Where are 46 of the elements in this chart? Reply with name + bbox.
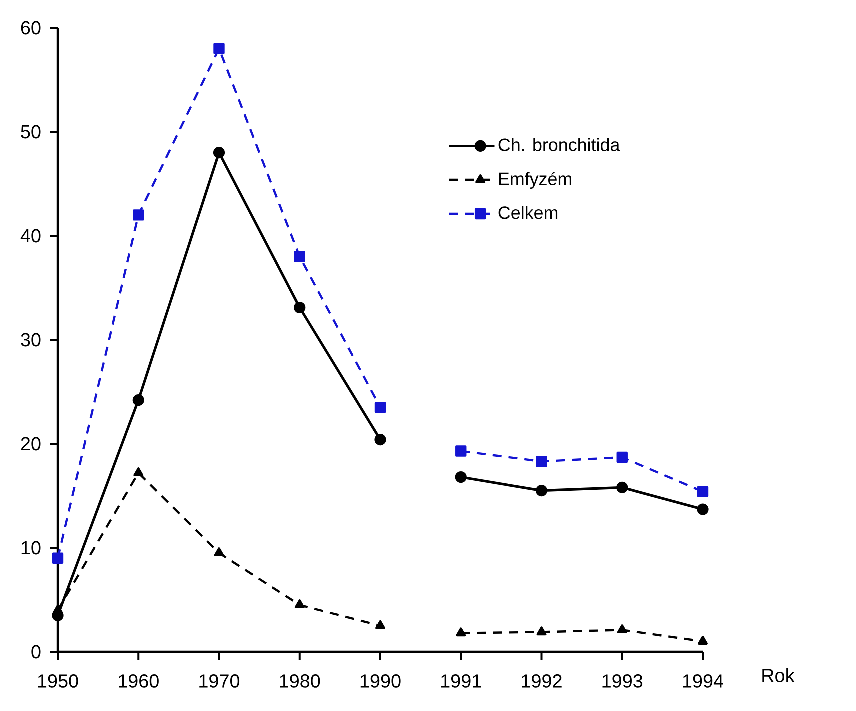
x-tick-label: 1993 [602, 674, 643, 688]
point [374, 402, 386, 414]
point [133, 210, 144, 221]
point [376, 620, 386, 630]
point [697, 504, 709, 516]
point [536, 626, 547, 636]
point [374, 434, 386, 446]
point [53, 604, 63, 614]
point [214, 43, 225, 54]
point [294, 251, 306, 262]
x-tick-label: 1960 [119, 674, 159, 688]
point [134, 468, 144, 476]
y-tick-label: 30 [21, 333, 41, 347]
y-tick-label: 10 [22, 541, 41, 555]
point [455, 471, 467, 484]
point [456, 628, 466, 637]
point [456, 446, 467, 457]
y-tick-label: 60 [21, 21, 41, 35]
point [132, 394, 144, 406]
point [294, 302, 306, 314]
y-tick-label: 50 [21, 125, 41, 139]
y-tick-label: 0 [32, 645, 41, 659]
point [294, 600, 305, 609]
point [698, 636, 708, 645]
point [616, 482, 628, 494]
x-tick-label: 1992 [522, 674, 562, 688]
x-tick-label: 1950 [38, 674, 78, 688]
point [536, 456, 548, 468]
x-tick-label: 1980 [280, 674, 320, 688]
x-tick-label: 1991 [442, 674, 482, 688]
point [617, 624, 628, 634]
legend-label: Celkem [498, 206, 558, 220]
point [213, 147, 226, 159]
x-tick-label: 1994 [683, 674, 724, 688]
point [536, 485, 548, 497]
x-tick-label: 1970 [200, 674, 240, 688]
x-axis-title: Rok [762, 668, 795, 682]
point [697, 486, 709, 498]
legend-label: Emfyzém [499, 172, 572, 189]
y-tick-label: 40 [20, 229, 41, 243]
point [616, 452, 628, 464]
x-tick-label: 1990 [360, 674, 401, 688]
legend-label: Ch. bronchitida [498, 138, 620, 152]
point [52, 552, 64, 564]
y-tick-label: 20 [21, 437, 41, 451]
point [214, 548, 224, 557]
